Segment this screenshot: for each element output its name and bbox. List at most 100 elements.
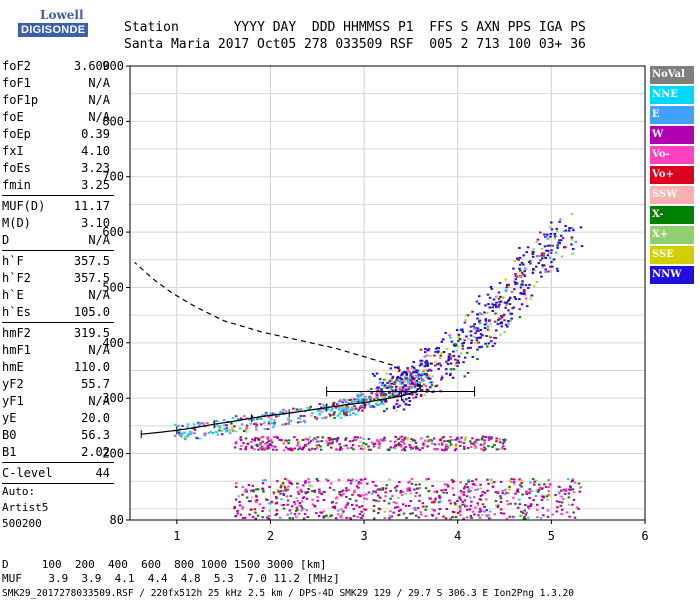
echo-point: [365, 498, 368, 501]
echo-point: [341, 406, 344, 409]
echo-point: [234, 514, 238, 517]
echo-point: [448, 445, 451, 448]
echo-point: [565, 488, 568, 491]
echo-point: [403, 376, 407, 379]
echo-point: [506, 492, 510, 495]
echo-point: [471, 310, 474, 313]
echo-point: [339, 400, 342, 402]
echo-point: [358, 513, 362, 516]
echo-point: [558, 239, 561, 242]
echo-point: [383, 510, 386, 513]
echo-point: [289, 448, 292, 451]
echo-point: [407, 382, 410, 385]
echo-point: [423, 444, 427, 447]
echo-point: [310, 414, 313, 417]
echo-point: [442, 515, 445, 518]
echo-point: [179, 433, 183, 436]
echo-point: [385, 407, 389, 410]
echo-point: [315, 444, 318, 447]
param-row: h`E N/A: [2, 287, 112, 304]
echo-point: [220, 430, 224, 433]
echo-point: [417, 383, 421, 386]
echo-point: [174, 423, 177, 426]
echo-point: [501, 489, 504, 492]
echo-point: [469, 346, 472, 349]
echo-point: [360, 398, 363, 401]
param-name: M(D): [2, 216, 31, 230]
echo-point: [362, 437, 365, 440]
echo-point: [527, 507, 531, 510]
echo-point: [506, 303, 509, 306]
echo-point: [335, 517, 338, 520]
echo-point: [373, 442, 377, 445]
hdr-val: 713: [476, 37, 500, 52]
echo-point: [447, 355, 451, 358]
echo-point: [498, 300, 501, 303]
echo-point: [535, 241, 538, 243]
echo-point: [356, 410, 360, 413]
echo-point: [376, 400, 379, 403]
echo-point: [428, 381, 432, 384]
echo-point: [429, 440, 432, 443]
echo-point: [488, 517, 491, 520]
echo-point: [482, 323, 486, 326]
echo-point: [267, 517, 271, 520]
echo-point: [513, 478, 516, 481]
echo-point: [284, 489, 287, 492]
param-row: M(D) 3.10: [2, 215, 112, 232]
echo-point: [314, 448, 317, 450]
echo-point: [503, 331, 506, 334]
echo-point: [505, 301, 509, 304]
echo-point: [525, 268, 528, 271]
echo-point: [280, 498, 283, 501]
echo-point: [438, 389, 442, 392]
echo-point: [540, 499, 544, 501]
echo-point: [396, 443, 399, 446]
echo-point: [184, 436, 187, 439]
echo-point: [552, 258, 556, 261]
echo-point: [419, 513, 423, 516]
echo-point: [431, 484, 434, 487]
echo-point: [311, 490, 314, 493]
echo-point: [359, 447, 363, 450]
legend-item: SSE: [650, 246, 694, 264]
echo-point: [335, 448, 338, 451]
echo-point: [389, 367, 393, 370]
echo-point: [378, 488, 381, 491]
echo-point: [503, 493, 506, 496]
echo-point: [372, 499, 375, 502]
echo-point: [352, 412, 355, 415]
echo-point: [230, 422, 233, 425]
echo-point: [281, 423, 284, 426]
echo-point: [269, 412, 272, 415]
echo-point: [351, 444, 355, 447]
echo-point: [177, 430, 181, 433]
echo-point: [408, 371, 411, 373]
hdr-col: PPS: [507, 20, 532, 35]
echo-point: [445, 443, 448, 446]
echo-point: [394, 445, 397, 448]
echo-point: [328, 412, 331, 415]
param-name: hmF1: [2, 343, 31, 357]
echo-point: [571, 503, 574, 506]
echo-point: [337, 405, 340, 408]
echo-point: [546, 509, 550, 512]
echo-point: [546, 249, 550, 252]
echo-point: [533, 480, 536, 483]
echo-point: [419, 377, 423, 379]
echo-point: [334, 406, 338, 409]
echo-point: [536, 490, 540, 493]
echo-point: [289, 495, 292, 498]
echo-point: [494, 504, 498, 507]
echo-point: [322, 408, 325, 411]
echo-point: [468, 508, 472, 511]
echo-point: [402, 380, 406, 383]
echo-point: [370, 391, 374, 394]
hdr-val: Santa Maria: [124, 37, 211, 52]
echo-point: [542, 252, 545, 255]
echo-point: [448, 374, 452, 376]
echo-point: [518, 298, 521, 301]
echo-point: [544, 256, 547, 259]
echo-point: [424, 487, 428, 490]
echo-point: [404, 504, 408, 507]
